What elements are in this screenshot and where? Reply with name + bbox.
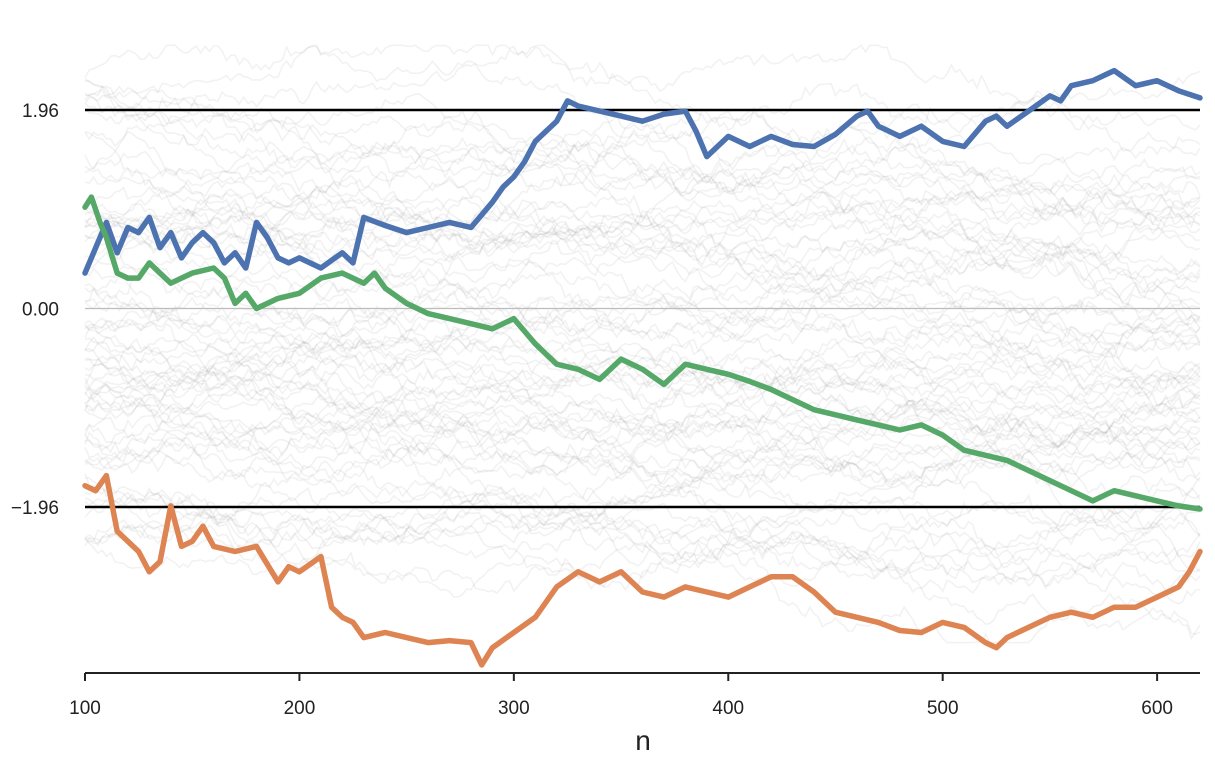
x-tick-label: 100 bbox=[69, 698, 101, 719]
background-path bbox=[84, 317, 1201, 408]
background-path bbox=[84, 188, 1201, 293]
background-path bbox=[84, 483, 1201, 605]
background-path bbox=[84, 473, 1201, 557]
background-path bbox=[84, 398, 1201, 494]
background-path bbox=[84, 333, 1201, 451]
background-path bbox=[84, 175, 1201, 273]
x-tick-label: 200 bbox=[284, 698, 316, 719]
background-path bbox=[84, 424, 1201, 490]
background-path bbox=[84, 188, 1201, 277]
background-path bbox=[84, 84, 1200, 228]
background-path bbox=[84, 503, 1201, 584]
x-tick-label: 500 bbox=[927, 698, 959, 719]
background-path bbox=[84, 293, 1201, 390]
background-path bbox=[84, 388, 1201, 479]
background-path bbox=[84, 323, 1201, 385]
background-path bbox=[84, 371, 1201, 546]
x-tick-label: 300 bbox=[498, 698, 530, 719]
background-path bbox=[85, 352, 1201, 511]
background-path bbox=[84, 109, 1201, 225]
background-path bbox=[84, 365, 1201, 446]
background-path bbox=[84, 130, 1201, 328]
y-axis-ticks: 1.96 0.00 −1.96 bbox=[11, 101, 59, 519]
background-path bbox=[84, 296, 1201, 398]
background-path bbox=[84, 271, 1201, 400]
background-path bbox=[84, 200, 1200, 304]
background-path bbox=[84, 63, 1201, 191]
background-path bbox=[84, 412, 1201, 542]
background-path bbox=[84, 244, 1201, 341]
background-path bbox=[84, 130, 1201, 322]
background-path bbox=[84, 293, 1201, 367]
background-path bbox=[84, 313, 1201, 400]
background-path bbox=[84, 284, 1201, 430]
y-tick-label: 1.96 bbox=[22, 101, 59, 122]
background-path bbox=[84, 202, 1201, 316]
background-path bbox=[84, 313, 1201, 478]
background-path bbox=[84, 399, 1201, 536]
x-tick-label: 400 bbox=[712, 698, 744, 719]
background-path bbox=[84, 366, 1201, 449]
background-path bbox=[84, 126, 1201, 198]
series-lines bbox=[82, 67, 1203, 668]
background-path bbox=[84, 358, 1201, 456]
y-tick-label: 0.00 bbox=[22, 300, 59, 321]
background-path bbox=[84, 436, 1201, 573]
background-path bbox=[84, 485, 1201, 587]
background-path bbox=[84, 364, 1201, 460]
x-axis-title: n bbox=[635, 725, 651, 756]
y-tick-label: −1.96 bbox=[11, 498, 59, 519]
background-path bbox=[84, 251, 1201, 328]
background-path bbox=[84, 315, 1201, 409]
background-path bbox=[84, 287, 1201, 385]
background-path bbox=[84, 168, 1201, 261]
background-path bbox=[84, 348, 1201, 451]
series-line-1 bbox=[82, 67, 1203, 276]
background-path bbox=[84, 44, 1201, 131]
background-path bbox=[84, 260, 1201, 390]
background-path bbox=[84, 44, 1201, 152]
background-path bbox=[84, 487, 1201, 580]
background-path bbox=[84, 150, 1201, 220]
background-path bbox=[84, 393, 1201, 545]
background-path bbox=[84, 418, 1201, 580]
background-path bbox=[84, 102, 1201, 227]
background-path bbox=[84, 273, 1201, 420]
background-path bbox=[84, 273, 1201, 370]
background-path bbox=[84, 93, 1201, 198]
background-path bbox=[84, 484, 1201, 640]
background-path bbox=[84, 182, 1201, 258]
background-path bbox=[84, 102, 1201, 290]
background-path bbox=[84, 205, 1201, 265]
background-path bbox=[84, 224, 1201, 333]
background-path bbox=[84, 218, 1201, 314]
background-path bbox=[84, 137, 1201, 252]
background-path bbox=[84, 369, 1201, 552]
background-path bbox=[84, 524, 1201, 595]
background-path bbox=[84, 70, 1201, 192]
background-path bbox=[84, 477, 1201, 569]
reference-lines bbox=[85, 108, 1200, 509]
background-path bbox=[84, 194, 1201, 269]
background-path bbox=[84, 398, 1201, 489]
background-path bbox=[84, 394, 1201, 482]
background-paths bbox=[84, 44, 1201, 644]
x-axis: 100 200 300 400 500 600 bbox=[69, 672, 1200, 719]
background-path bbox=[84, 163, 1201, 237]
series-line-3 bbox=[82, 472, 1203, 668]
background-path bbox=[84, 399, 1201, 532]
background-path bbox=[84, 337, 1201, 418]
series-line-2 bbox=[82, 194, 1203, 512]
background-path bbox=[84, 88, 1201, 234]
x-tick-label: 600 bbox=[1141, 698, 1173, 719]
background-path bbox=[84, 375, 1201, 460]
